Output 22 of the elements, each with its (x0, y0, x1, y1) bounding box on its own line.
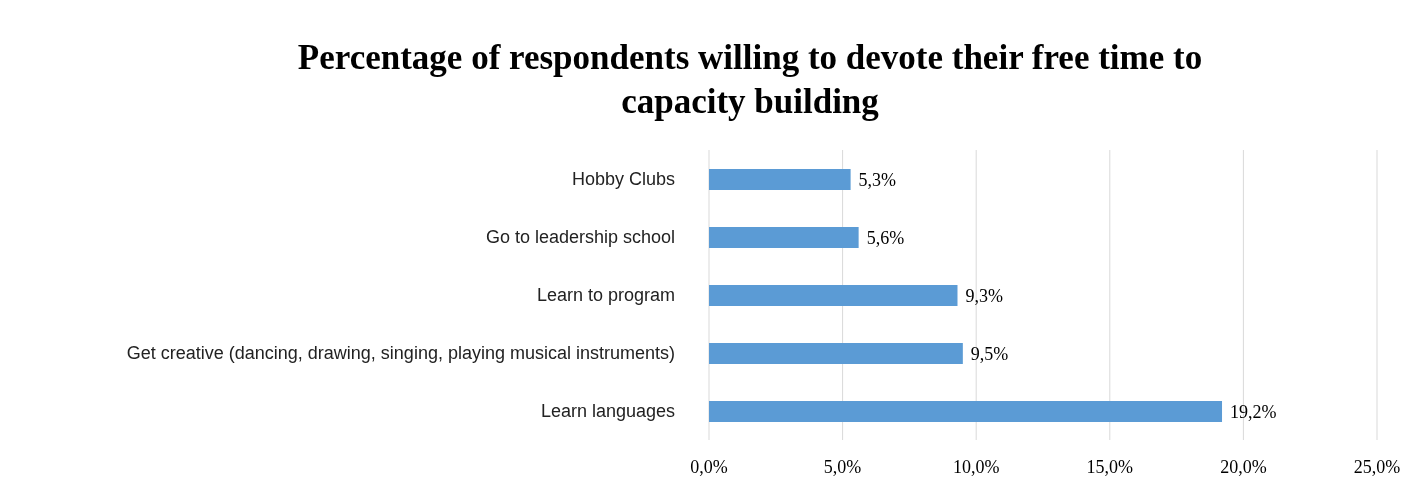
bar (709, 285, 958, 306)
data-label: 9,5% (970, 343, 1009, 364)
data-label: 5,6% (866, 227, 905, 248)
y-tick-label: Hobby Clubs (571, 169, 675, 190)
data-label: 19,2% (1230, 401, 1277, 422)
bar (709, 343, 963, 364)
bar (709, 169, 851, 190)
y-tick-label: Learn languages (540, 401, 675, 422)
x-tick-label: 20,0% (1220, 456, 1267, 477)
x-tick-label: 10,0% (952, 456, 1000, 477)
x-tick-label: 0,0% (690, 456, 728, 477)
x-tick-label: 25,0% (1353, 456, 1401, 477)
chart-title: Percentage of respondents willing to devote their free time to capacity building (296, 37, 1204, 123)
y-tick-label: Get creative (dancing, drawing, singing, playing musical instruments) (126, 343, 675, 364)
x-tick-label: 5,0% (823, 456, 862, 477)
y-tick-label: Go to leadership school (485, 227, 675, 248)
data-label: 5,3% (858, 169, 897, 190)
y-tick-label: Learn to program (536, 285, 675, 306)
bar (709, 401, 1223, 422)
data-label: 9,3% (965, 285, 1003, 306)
x-tick-label: 15,0% (1086, 456, 1134, 477)
bar (709, 227, 859, 248)
